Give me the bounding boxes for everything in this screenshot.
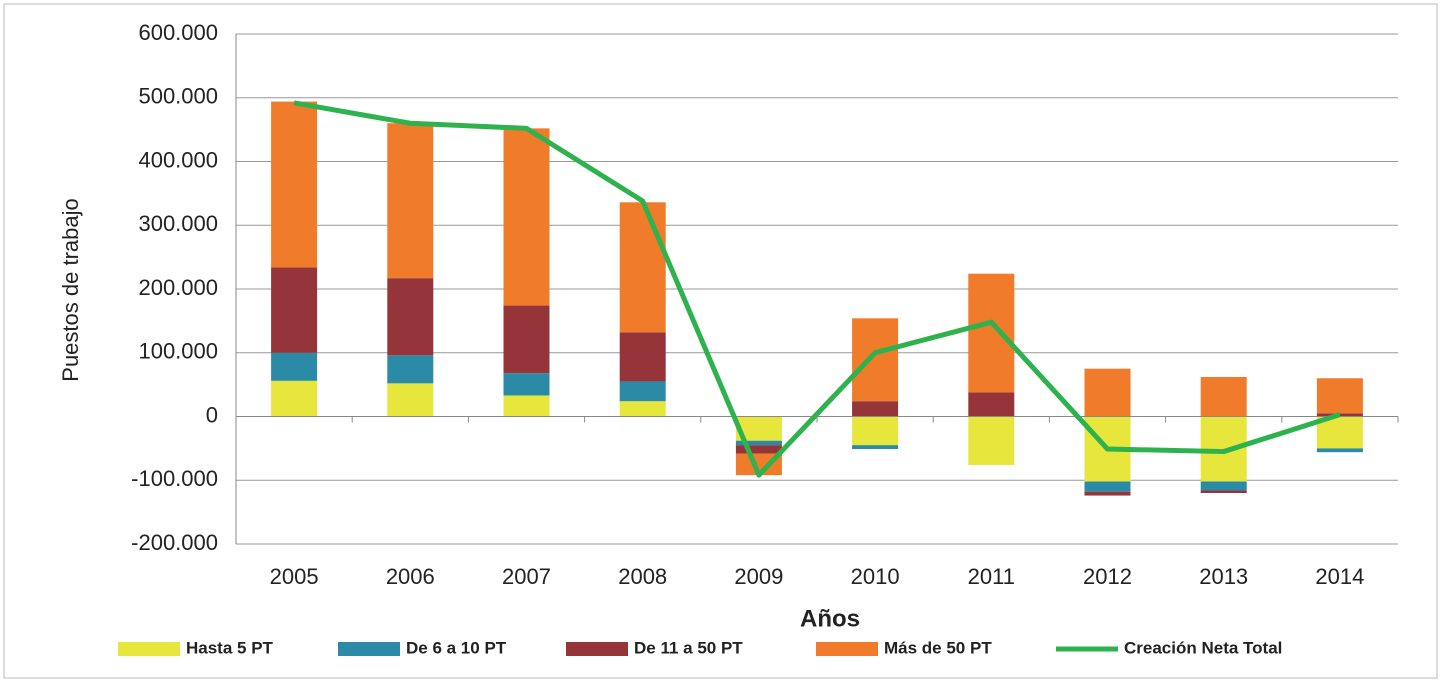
bar-segment bbox=[387, 355, 434, 384]
x-tick-label: 2014 bbox=[1315, 564, 1364, 589]
x-tick-label: 2008 bbox=[618, 564, 667, 589]
bar-segment bbox=[503, 373, 550, 396]
y-tick-label: 600.000 bbox=[138, 20, 218, 45]
y-tick-label: 200.000 bbox=[138, 275, 218, 300]
legend-label: De 6 a 10 PT bbox=[406, 638, 507, 657]
bar-segment bbox=[503, 128, 550, 306]
chart-border bbox=[3, 3, 1438, 679]
bar-segment bbox=[1200, 481, 1247, 491]
legend-label: Más de 50 PT bbox=[884, 638, 992, 657]
bar-segment bbox=[387, 278, 434, 356]
bar-segment bbox=[1084, 481, 1131, 492]
bar-segment bbox=[271, 101, 318, 268]
x-tick-label: 2007 bbox=[502, 564, 551, 589]
x-tick-label: 2010 bbox=[851, 564, 900, 589]
x-tick-label: 2006 bbox=[386, 564, 435, 589]
bar-segment bbox=[852, 416, 899, 446]
bar-segment bbox=[1084, 368, 1131, 417]
bar-segment bbox=[735, 453, 782, 476]
x-tick-label: 2011 bbox=[968, 564, 1015, 589]
y-tick-label: -100.000 bbox=[131, 466, 218, 491]
y-tick-label: 100.000 bbox=[138, 339, 218, 364]
bar-segment bbox=[1200, 376, 1247, 417]
bar-segment bbox=[271, 352, 318, 381]
bar-segment bbox=[1316, 378, 1363, 414]
bar-segment bbox=[619, 381, 666, 402]
bar-segment bbox=[968, 416, 1015, 465]
legend-swatch bbox=[338, 642, 400, 656]
legend-swatch bbox=[566, 642, 628, 656]
x-tick-label: 2013 bbox=[1199, 564, 1248, 589]
bar-segment bbox=[271, 267, 318, 353]
line-series bbox=[293, 100, 1341, 478]
bar-segment bbox=[852, 445, 899, 450]
legend-label: Creación Neta Total bbox=[1124, 638, 1282, 657]
bar-segment bbox=[503, 395, 550, 417]
bar-segment bbox=[968, 273, 1015, 393]
bar-segment bbox=[735, 440, 782, 446]
legend-label: Hasta 5 PT bbox=[186, 638, 274, 657]
bar-segment bbox=[503, 305, 550, 374]
bar-segment bbox=[1084, 491, 1131, 496]
x-tick-label: 2012 bbox=[1083, 564, 1132, 589]
x-tick-label: 2009 bbox=[734, 564, 783, 589]
x-tick-label: 2005 bbox=[270, 564, 319, 589]
y-axis-title: Puestos de trabajo bbox=[58, 198, 83, 381]
y-tick-label: 300.000 bbox=[138, 211, 218, 236]
bar-segment bbox=[1200, 490, 1247, 493]
bar-segment bbox=[852, 318, 899, 402]
y-tick-label: 0 bbox=[206, 402, 218, 427]
legend-swatch bbox=[816, 642, 878, 656]
x-axis-title: Años bbox=[800, 605, 860, 632]
legend-label: De 11 a 50 PT bbox=[634, 638, 743, 657]
bar-segment bbox=[387, 383, 434, 417]
bar-segment bbox=[1316, 448, 1363, 453]
y-tick-label: 400.000 bbox=[138, 147, 218, 172]
bar-segment bbox=[735, 445, 782, 454]
bar-segment bbox=[619, 401, 666, 417]
bar-segment bbox=[271, 380, 318, 417]
bar-segment bbox=[619, 202, 666, 333]
y-tick-label: -200.000 bbox=[131, 530, 218, 555]
bar-segment bbox=[387, 123, 434, 279]
bar-segment bbox=[968, 392, 1015, 417]
bar-segment bbox=[619, 332, 666, 382]
y-tick-label: 500.000 bbox=[138, 84, 218, 109]
bar-segment bbox=[852, 401, 899, 417]
legend-swatch bbox=[118, 642, 180, 656]
